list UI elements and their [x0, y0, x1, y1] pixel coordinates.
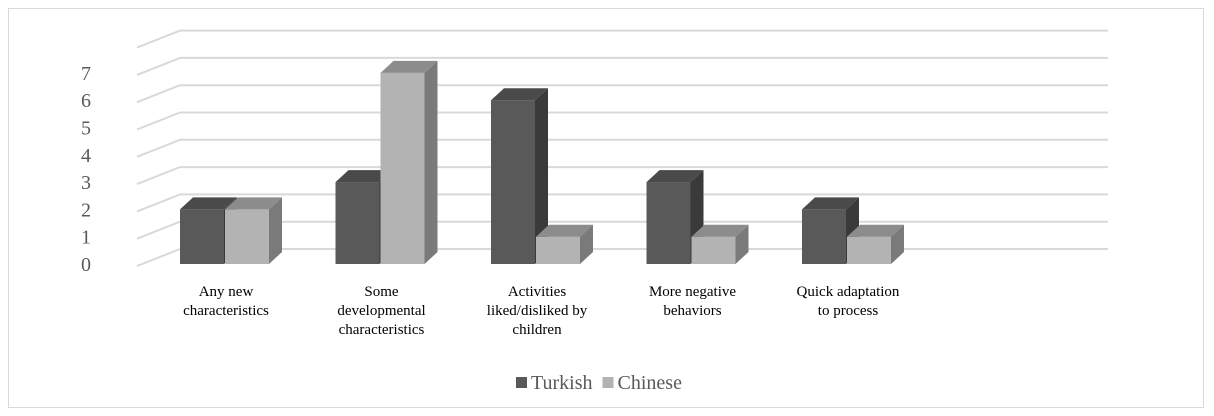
gridline: [136, 248, 1108, 267]
gridline: [136, 84, 1108, 104]
bar-chinese: [847, 224, 904, 264]
legend-swatch: [516, 377, 527, 388]
y-axis-ticks: 0 1 2 3 4 5 6 7: [81, 63, 91, 276]
y-tick-label: 4: [81, 145, 91, 167]
x-tick-label: Quick adaptation to process: [797, 284, 900, 319]
x-axis-labels: Any new characteristics Some developmental c…: [183, 284, 900, 338]
bar-chinese: [691, 224, 749, 264]
gridline: [136, 166, 1108, 186]
bar-chinese: [536, 224, 593, 264]
x-tick-label: Any new characteristics: [183, 284, 269, 319]
x-tick-label: Some developmental characteristics: [337, 284, 425, 338]
x-tick-label: More negative behaviors: [649, 284, 736, 319]
bar-chinese: [225, 197, 282, 264]
bar-turkish: [802, 197, 859, 264]
legend-label: Chinese: [618, 372, 683, 394]
gridline: [136, 138, 1108, 158]
y-tick-label: 1: [81, 227, 91, 249]
gridline: [136, 29, 1108, 49]
y-tick-label: 6: [81, 90, 91, 112]
legend-item-chinese: Chinese: [602, 372, 683, 394]
bars: [180, 60, 904, 265]
gridline: [136, 220, 1108, 240]
bar-turkish: [491, 88, 548, 264]
gridline: [136, 111, 1108, 131]
y-tick-label: 2: [81, 199, 91, 221]
legend-label: Turkish: [531, 372, 593, 394]
y-tick-label: 3: [81, 172, 91, 194]
bar-chinese: [380, 60, 438, 265]
gridlines: [136, 29, 1108, 267]
gridline: [136, 193, 1108, 213]
legend: Turkish Chinese: [516, 372, 682, 394]
y-tick-label: 5: [81, 118, 91, 140]
y-tick-label: 0: [81, 254, 91, 276]
legend-item-turkish: Turkish: [516, 372, 593, 394]
x-tick-label: Activities liked/disliked by children: [487, 284, 588, 338]
gridline: [136, 56, 1108, 76]
legend-swatch: [602, 377, 614, 388]
y-tick-label: 7: [81, 63, 91, 85]
